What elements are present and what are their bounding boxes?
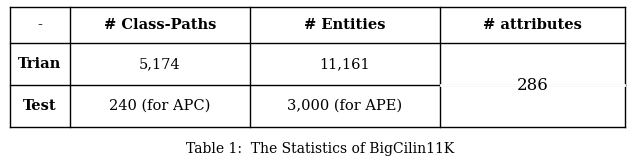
Text: Table 1:  The Statistics of BigCilin11K: Table 1: The Statistics of BigCilin11K (186, 142, 454, 156)
Text: 286: 286 (516, 77, 548, 94)
Text: # attributes: # attributes (483, 18, 582, 32)
Text: 240 (for APC): 240 (for APC) (109, 99, 211, 113)
Text: -: - (38, 18, 42, 32)
Text: # Class-Paths: # Class-Paths (104, 18, 216, 32)
Text: # Entities: # Entities (304, 18, 386, 32)
Text: 5,174: 5,174 (139, 57, 181, 71)
Text: 3,000 (for APE): 3,000 (for APE) (287, 99, 403, 113)
Text: Test: Test (23, 99, 57, 113)
Text: 11,161: 11,161 (320, 57, 371, 71)
Text: Trian: Trian (19, 57, 61, 71)
